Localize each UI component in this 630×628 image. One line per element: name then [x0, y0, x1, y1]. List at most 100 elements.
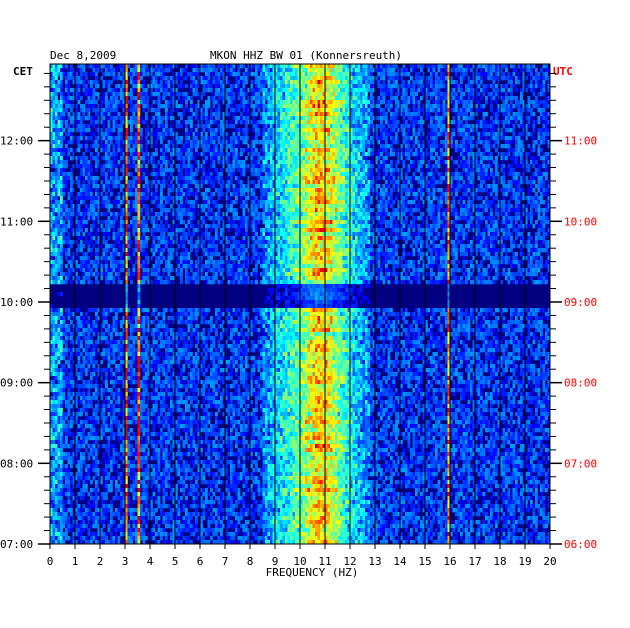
spectrogram-cell: [83, 80, 86, 84]
spectrogram-cell: [358, 180, 361, 184]
spectrogram-cell: [365, 96, 368, 100]
spectrogram-cell: [393, 180, 396, 184]
spectrogram-cell: [353, 140, 356, 144]
spectrogram-cell: [343, 96, 346, 100]
spectrogram-cell: [268, 92, 271, 96]
spectrogram-cell: [515, 160, 518, 164]
spectrogram-cell: [338, 152, 341, 156]
spectrogram-cell: [293, 144, 296, 148]
spectrogram-cell: [455, 104, 458, 108]
spectrogram-cell: [293, 152, 296, 156]
spectrogram-cell: [238, 188, 241, 192]
spectrogram-cell: [458, 156, 461, 160]
spectrogram-cell: [345, 80, 348, 84]
spectrogram-cell: [485, 64, 488, 68]
spectrogram-cell: [288, 168, 291, 172]
spectrogram-cell: [280, 136, 283, 140]
spectrogram-cell: [403, 152, 406, 156]
spectrogram-cell: [95, 108, 98, 112]
spectrogram-cell: [395, 80, 398, 84]
spectrogram-cell: [305, 184, 308, 188]
spectrogram-cell: [163, 156, 166, 160]
spectrogram-cell: [118, 184, 121, 188]
spectrogram-cell: [485, 132, 488, 136]
spectrogram-cell: [285, 104, 288, 108]
spectrogram-cell: [505, 184, 508, 188]
spectrogram-cell: [235, 80, 238, 84]
spectrogram-cell: [468, 140, 471, 144]
spectrogram-cell: [405, 100, 408, 104]
spectrogram-cell: [390, 128, 393, 132]
spectrogram-cell: [185, 120, 188, 124]
spectrogram-cell: [213, 136, 216, 140]
spectrogram-cell: [505, 100, 508, 104]
spectrogram-cell: [358, 176, 361, 180]
spectrogram-cell: [238, 104, 241, 108]
spectrogram-cell: [465, 152, 468, 156]
spectrogram-cell: [338, 100, 341, 104]
spectrogram-cell: [528, 132, 531, 136]
spectrogram-cell: [540, 140, 543, 144]
spectrogram-cell: [155, 188, 158, 192]
spectrogram-cell: [210, 96, 213, 100]
spectrogram-cell: [285, 80, 288, 84]
spectrogram-cell: [258, 100, 261, 104]
spectrogram-cell: [408, 148, 411, 152]
spectrogram-cell: [463, 148, 466, 152]
spectrogram-cell: [455, 176, 458, 180]
spectrogram-cell: [465, 128, 468, 132]
spectrogram-cell: [178, 140, 181, 144]
spectrogram-cell: [295, 120, 298, 124]
spectrogram-cell: [278, 120, 281, 124]
spectrogram-cell: [203, 168, 206, 172]
spectrogram-cell: [418, 64, 421, 68]
spectrogram-cell: [415, 120, 418, 124]
spectrogram-cell: [208, 88, 211, 92]
spectrogram-cell: [113, 160, 116, 164]
spectrogram-cell: [390, 88, 393, 92]
spectrogram-cell: [63, 92, 66, 96]
spectrogram-cell: [513, 84, 516, 88]
spectrogram-cell: [338, 144, 341, 148]
spectrogram-cell: [53, 152, 56, 156]
spectrogram-cell: [435, 64, 438, 68]
spectrogram-cell: [328, 144, 331, 148]
spectrogram-cell: [438, 88, 441, 92]
spectrogram-cell: [370, 116, 373, 120]
spectrogram-cell: [138, 176, 141, 180]
spectrogram-cell: [60, 104, 63, 108]
spectrogram-cell: [435, 120, 438, 124]
spectrogram-cell: [220, 88, 223, 92]
spectrogram-cell: [343, 136, 346, 140]
spectrogram-cell: [93, 68, 96, 72]
spectrogram-cell: [443, 100, 446, 104]
spectrogram-cell: [288, 116, 291, 120]
spectrogram-cell: [308, 164, 311, 168]
spectrogram-cell: [358, 120, 361, 124]
spectrogram-cell: [168, 184, 171, 188]
spectrogram-cell: [265, 152, 268, 156]
spectrogram-cell: [70, 88, 73, 92]
spectrogram-cell: [215, 144, 218, 148]
spectrogram-cell: [78, 68, 81, 72]
spectrogram-cell: [283, 104, 286, 108]
spectrogram-cell: [265, 188, 268, 192]
spectrogram-cell: [318, 148, 321, 152]
spectrogram-cell: [218, 160, 221, 164]
spectrogram-cell: [313, 152, 316, 156]
spectrogram-cell: [395, 108, 398, 112]
spectrogram-cell: [165, 116, 168, 120]
spectrogram-cell: [185, 140, 188, 144]
spectrogram-cell: [130, 188, 133, 192]
spectrogram-cell: [435, 116, 438, 120]
spectrogram-cell: [120, 152, 123, 156]
spectrogram-cell: [128, 160, 131, 164]
spectrogram-cell: [263, 88, 266, 92]
spectrogram-cell: [60, 116, 63, 120]
spectrogram-cell: [433, 124, 436, 128]
spectrogram-cell: [365, 64, 368, 68]
spectrogram-cell: [335, 120, 338, 124]
spectrogram-cell: [505, 152, 508, 156]
spectrogram-cell: [265, 184, 268, 188]
spectrogram-cell: [55, 68, 58, 72]
